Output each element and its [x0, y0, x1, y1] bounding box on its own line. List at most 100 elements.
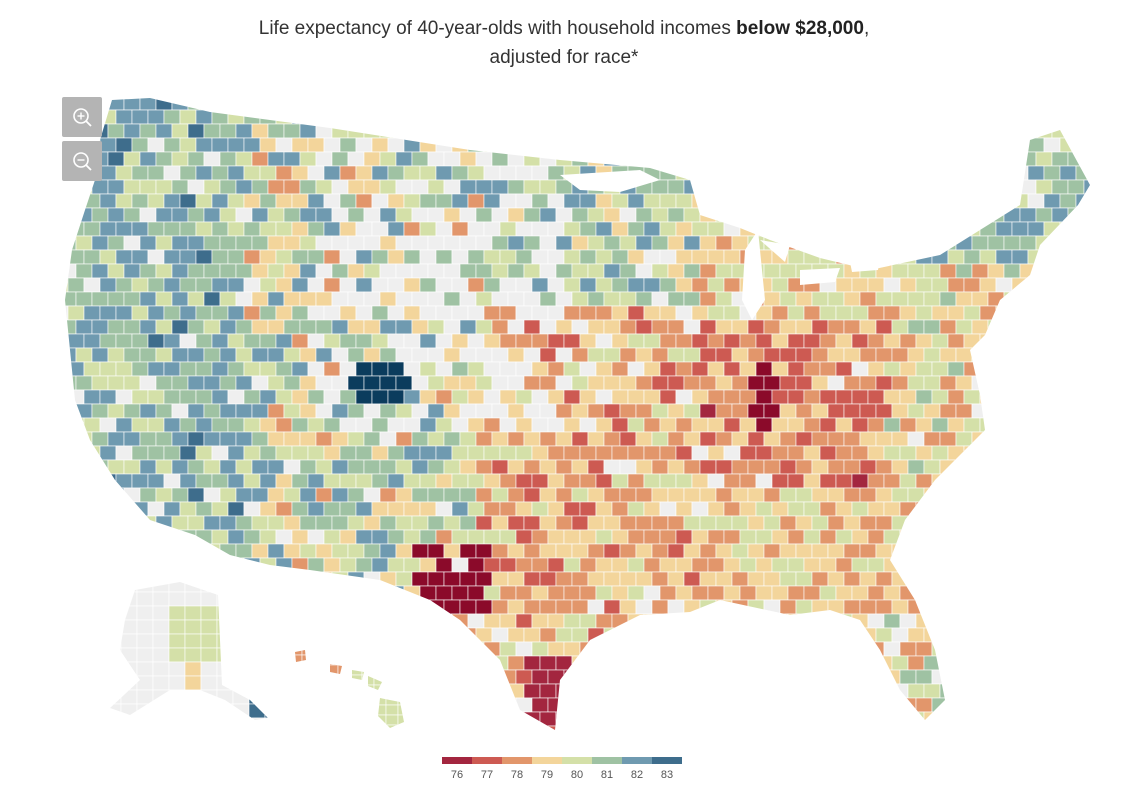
commuting-zone-cell	[291, 613, 309, 629]
commuting-zone-cell	[899, 557, 917, 573]
commuting-zone-cell	[91, 263, 109, 279]
commuting-zone-cell	[275, 529, 293, 545]
commuting-zone-cell	[187, 179, 205, 195]
commuting-zone-cell	[675, 305, 693, 321]
commuting-zone-cell	[155, 151, 173, 167]
commuting-zone-cell	[531, 697, 549, 713]
commuting-zone-cell	[787, 221, 805, 237]
commuting-zone-cell	[731, 179, 749, 195]
commuting-zone-cell	[771, 389, 789, 405]
commuting-zone-cell	[507, 375, 525, 391]
commuting-zone-cell	[555, 291, 573, 307]
commuting-zone-cell	[443, 459, 461, 475]
commuting-zone-cell	[152, 619, 170, 635]
commuting-zone-cell	[667, 711, 685, 727]
commuting-zone-cell	[171, 515, 189, 531]
commuting-zone-cell	[899, 277, 917, 293]
commuting-zone-cell	[331, 431, 349, 447]
commuting-zone-cell	[635, 207, 653, 223]
commuting-zone-cell	[795, 711, 813, 727]
commuting-zone-cell	[1083, 655, 1090, 671]
commuting-zone-cell	[819, 417, 837, 433]
commuting-zone-cell	[595, 501, 613, 517]
commuting-zone-cell	[515, 445, 533, 461]
commuting-zone-cell	[1051, 627, 1069, 643]
commuting-zone-cell	[579, 445, 597, 461]
commuting-zone-cell	[131, 473, 149, 489]
commuting-zone-cell	[539, 98, 557, 111]
commuting-zone-cell	[1083, 711, 1090, 727]
commuting-zone-cell	[763, 98, 781, 111]
commuting-zone-cell	[547, 613, 565, 629]
commuting-zone-cell	[571, 319, 589, 335]
commuting-zone-cell	[795, 571, 813, 587]
commuting-zone-cell	[152, 582, 170, 593]
commuting-zone-cell	[115, 361, 133, 377]
commuting-zone-cell	[1059, 333, 1077, 349]
commuting-zone-cell	[931, 445, 949, 461]
commuting-zone-cell	[200, 703, 218, 719]
commuting-zone-cell	[1011, 697, 1029, 713]
commuting-zone-cell	[939, 683, 957, 699]
commuting-zone-cell	[499, 557, 517, 573]
commuting-zone-cell	[219, 599, 237, 615]
commuting-zone-cell	[419, 501, 437, 517]
commuting-zone-cell	[1011, 585, 1029, 601]
commuting-zone-cell	[451, 249, 469, 265]
commuting-zone-cell	[1051, 711, 1069, 727]
commuting-zone-cell	[107, 319, 125, 335]
commuting-zone-cell	[875, 98, 893, 111]
zoom-in-button[interactable]	[62, 97, 102, 137]
commuting-zone-cell	[75, 683, 93, 699]
commuting-zone-cell	[459, 711, 477, 727]
commuting-zone-cell	[235, 543, 253, 559]
commuting-zone-cell	[347, 235, 365, 251]
commuting-zone-cell	[611, 725, 629, 730]
commuting-zone-cell	[91, 655, 109, 671]
commuting-zone-cell	[875, 375, 893, 391]
commuting-zone-cell	[291, 249, 309, 265]
commuting-zone-cell	[147, 501, 165, 517]
commuting-zone-cell	[1043, 137, 1061, 153]
commuting-zone-cell	[611, 529, 629, 545]
commuting-zone-cell	[603, 627, 621, 643]
commuting-zone-cell	[184, 661, 202, 677]
commuting-zone-cell	[715, 319, 733, 335]
commuting-zone-cell	[75, 375, 93, 391]
commuting-zone-cell	[373, 674, 387, 686]
commuting-zone-cell	[435, 389, 453, 405]
commuting-zone-cell	[323, 501, 341, 517]
commuting-zone-cell	[843, 599, 861, 615]
commuting-zone-cell	[851, 193, 869, 209]
commuting-zone-cell	[152, 647, 170, 663]
commuting-zone-cell	[499, 501, 517, 517]
commuting-zone-cell	[195, 361, 213, 377]
commuting-zone-cell	[120, 703, 138, 719]
commuting-zone-cell	[771, 137, 789, 153]
commuting-zone-cell	[955, 431, 973, 447]
commuting-zone-cell	[1075, 249, 1090, 265]
commuting-zone-cell	[627, 109, 645, 125]
commuting-zone-cell	[891, 347, 909, 363]
commuting-zone-cell	[107, 627, 125, 643]
commuting-zone-cell	[515, 137, 533, 153]
zoom-out-button[interactable]	[62, 141, 102, 181]
commuting-zone-cell	[131, 557, 149, 573]
commuting-zone-cell	[691, 641, 709, 657]
commuting-zone-cell	[707, 165, 725, 181]
zoom-in-magnifier-icon	[73, 108, 92, 127]
commuting-zone-cell	[763, 711, 781, 727]
commuting-zone-cell	[371, 725, 389, 730]
commuting-zone-cell	[835, 669, 853, 685]
commuting-zone-cell	[115, 137, 133, 153]
commuting-zone-cell	[251, 207, 269, 223]
commuting-zone-cell	[179, 193, 197, 209]
commuting-zone-cell	[459, 403, 477, 419]
commuting-zone-cell	[883, 585, 901, 601]
commuting-zone-cell	[1067, 123, 1085, 139]
commuting-zone-cell	[1035, 375, 1053, 391]
commuting-zone-cell	[803, 501, 821, 517]
commuting-zone-cell	[179, 221, 197, 237]
commuting-zone-cell	[419, 557, 437, 573]
